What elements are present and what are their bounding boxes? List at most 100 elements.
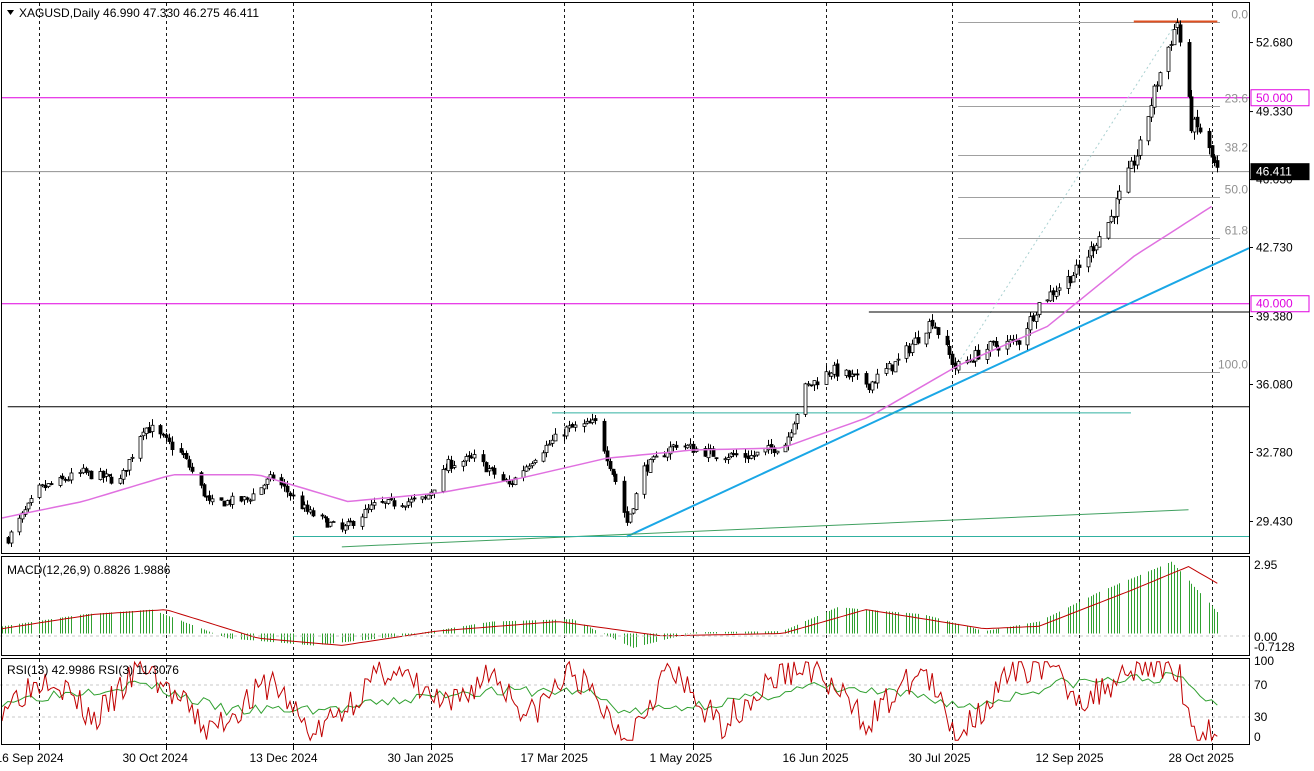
candle-body — [1215, 160, 1220, 168]
date-tick-label: 12 Sep 2025 — [1036, 751, 1104, 765]
date-tick-label: 16 Jun 2025 — [783, 751, 849, 765]
candle-body — [167, 437, 172, 442]
candle-body — [1198, 127, 1203, 133]
date-tick-label: 30 Jul 2025 — [909, 751, 971, 765]
candle-body — [893, 361, 898, 373]
candle-body — [124, 469, 129, 472]
candle-body — [179, 448, 184, 453]
candle-body — [973, 350, 978, 362]
fib-level-label: 100.0 — [1218, 358, 1248, 372]
candle-body — [547, 443, 552, 446]
candle-body — [161, 433, 166, 436]
rsi-13-line — [1, 671, 1218, 717]
candle-body — [1094, 244, 1099, 251]
macd-title: MACD(12,26,9) 0.8826 1.9886 — [7, 563, 171, 577]
candle-body — [602, 420, 607, 452]
candle-body — [386, 499, 391, 504]
candle-body — [991, 340, 996, 343]
candle-body — [369, 504, 374, 510]
candle-body — [412, 497, 417, 500]
macd-pane[interactable]: 2.95 0.00-0.7128 MACD(12,26,9) 0.8826 1.9… — [0, 557, 1295, 655]
candle-body — [1068, 275, 1073, 284]
candle-body — [262, 484, 267, 490]
candle-body — [755, 451, 760, 456]
candle-body — [242, 496, 247, 501]
candle-body — [392, 500, 397, 507]
candle-body — [976, 349, 981, 360]
candle-body — [29, 498, 34, 503]
candle-body — [484, 462, 489, 473]
candle-body — [924, 332, 929, 345]
candle-body — [936, 327, 941, 336]
candle-body — [190, 466, 195, 472]
candle-body — [265, 478, 270, 485]
candle-body — [63, 478, 68, 481]
candle-body — [271, 474, 276, 479]
date-tick-label: 28 Oct 2025 — [1169, 751, 1235, 765]
candle-body — [400, 505, 405, 508]
fib-anchor-line — [954, 21, 1178, 368]
candle-body — [731, 453, 736, 456]
candle-body — [852, 373, 857, 376]
price-tick-label: 36.080 — [1256, 377, 1293, 391]
candle-body — [541, 452, 546, 462]
candle-body — [501, 474, 506, 481]
candle-body — [40, 484, 45, 487]
candle-body — [524, 466, 529, 472]
candle-body — [864, 373, 869, 385]
level-price-tags: 50.000 40.000 46.411 — [1250, 89, 1310, 313]
price-tick-label: 42.730 — [1256, 241, 1293, 255]
candle-body — [789, 432, 794, 438]
candle-body — [202, 484, 207, 497]
candle-body — [311, 510, 316, 517]
candle-body — [530, 463, 535, 467]
candle-body — [346, 521, 351, 527]
candle-body — [144, 427, 149, 435]
candle-body — [259, 487, 264, 495]
candle-body — [1071, 275, 1076, 283]
candle-body — [351, 521, 356, 526]
candle-body — [406, 501, 411, 506]
macd-axis-ticks: 2.95 0.00-0.7128 — [1254, 558, 1295, 654]
candle-body — [608, 461, 613, 470]
price-candles — [6, 18, 1220, 547]
candle-body — [127, 459, 132, 471]
candle-body — [340, 522, 345, 530]
candle-body — [795, 414, 800, 424]
candle-body — [60, 475, 65, 480]
candle-body — [372, 502, 377, 506]
dropdown-triangle-icon[interactable] — [7, 10, 14, 15]
candle-body — [467, 455, 472, 457]
price-tick-label: 49.330 — [1256, 105, 1293, 119]
candle-body — [1212, 156, 1217, 164]
candle-body — [711, 448, 716, 457]
candle-body — [107, 474, 112, 477]
candle-body — [628, 513, 633, 523]
candle-body — [492, 467, 497, 475]
candle-body — [654, 455, 659, 458]
date-tick-label: 13 Dec 2024 — [250, 751, 318, 765]
candle-body — [829, 372, 834, 377]
candle-body — [605, 450, 610, 462]
candle-body — [1109, 215, 1114, 223]
candle-body — [481, 454, 486, 463]
candle-body — [1149, 105, 1154, 118]
candle-body — [792, 423, 797, 435]
candle-body — [688, 443, 693, 447]
candle-body — [37, 484, 42, 498]
macd-signal-line — [1, 566, 1218, 646]
candle-body — [752, 454, 757, 457]
candle-body — [1045, 299, 1050, 302]
candle-body — [1048, 291, 1053, 302]
candle-body — [225, 500, 230, 506]
candle-body — [668, 446, 673, 455]
price-pane[interactable]: 0.0 23.6 38.2 50.0 61.8 100.0 52.680 49.330 46.… — [1, 3, 1310, 553]
macd-tick-label: 2.95 — [1254, 558, 1278, 572]
candle-body — [383, 501, 388, 504]
candle-body — [207, 495, 212, 501]
rsi-pane[interactable]: 100 70 30 0 RSI(13) 42.9986 RSI(3) 11.3076 — [0, 654, 1274, 744]
candle-body — [910, 343, 915, 353]
rsi-vertical-grid — [39, 659, 1213, 744]
candle-body — [210, 498, 215, 503]
